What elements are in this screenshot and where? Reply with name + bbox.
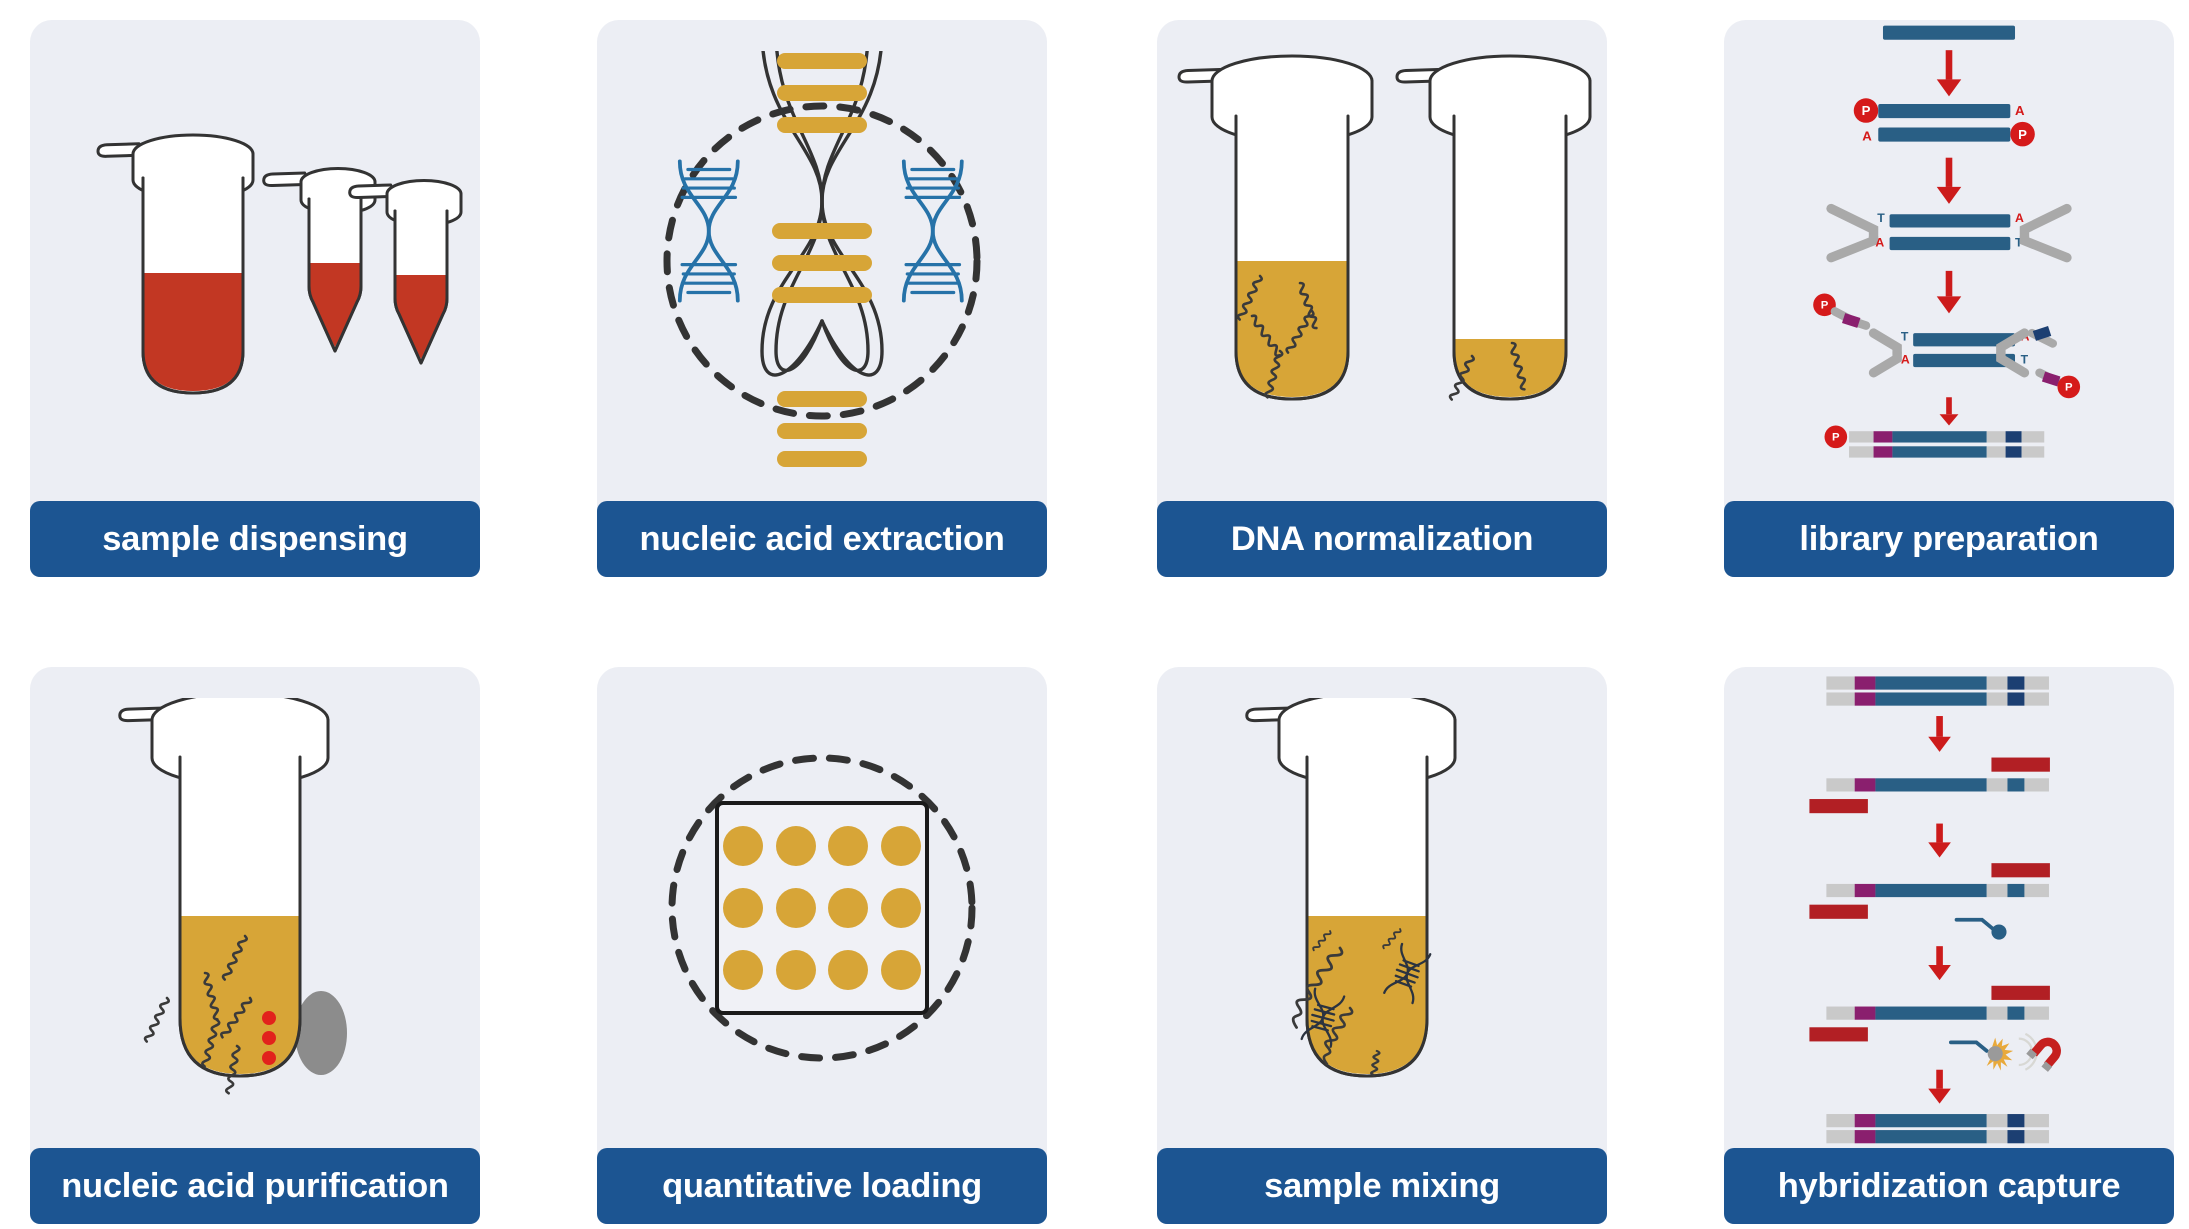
svg-text:A: A	[2015, 211, 2024, 225]
svg-text:T: T	[1901, 330, 1909, 344]
svg-text:A: A	[1875, 235, 1884, 249]
svg-text:P: P	[1821, 300, 1829, 312]
svg-text:P: P	[1832, 432, 1840, 444]
svg-text:A: A	[1862, 129, 1872, 144]
svg-text:A: A	[2015, 103, 2025, 118]
svg-text:P: P	[2018, 127, 2027, 142]
svg-text:P: P	[2065, 382, 2073, 394]
svg-text:T: T	[2021, 352, 2029, 366]
svg-text:P: P	[1862, 103, 1871, 118]
svg-text:A: A	[1901, 352, 1910, 366]
svg-text:T: T	[1877, 211, 1885, 225]
